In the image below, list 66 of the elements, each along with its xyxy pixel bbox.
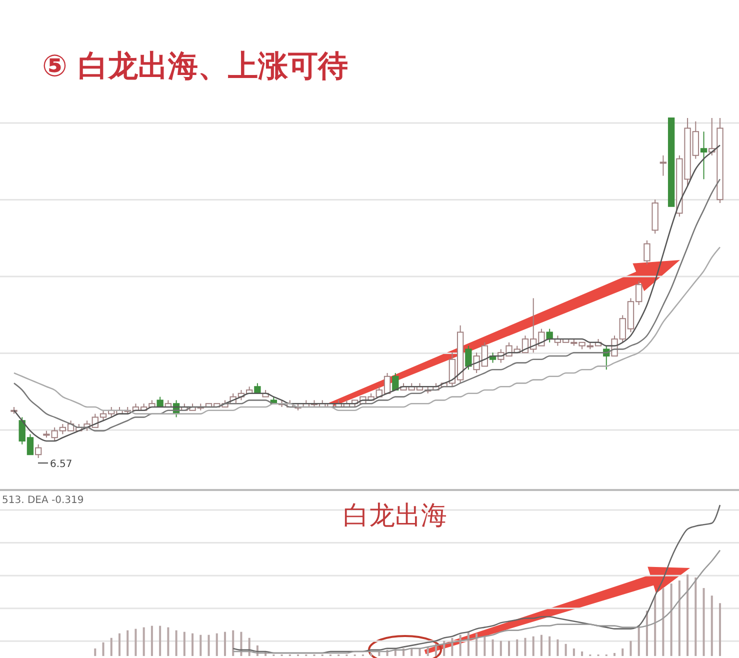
bar [418, 648, 421, 656]
chart-title: ⑤ 白龙出海、上涨可待 [42, 49, 348, 84]
candlestick [35, 444, 42, 458]
bar [102, 642, 104, 656]
bar [564, 644, 567, 656]
bar [200, 634, 202, 656]
candlestick [660, 154, 667, 176]
annotation: 513. DEA -0.319 [2, 495, 84, 506]
bar [500, 640, 502, 656]
bar [126, 630, 129, 656]
bar [662, 588, 664, 656]
bar [224, 632, 226, 656]
bar [622, 648, 624, 656]
bar [540, 634, 542, 656]
bar [443, 640, 446, 656]
bar [134, 628, 137, 656]
bar [638, 626, 640, 656]
bar [150, 626, 153, 656]
candlestick [644, 240, 650, 265]
bar [240, 632, 242, 656]
candlestick [700, 131, 708, 180]
candlestick [546, 328, 553, 343]
bar [159, 626, 162, 656]
bar [370, 652, 372, 656]
bar [670, 584, 672, 656]
bar [581, 651, 584, 656]
bar [426, 646, 429, 656]
bar [142, 627, 145, 656]
bar [484, 636, 486, 656]
bar [410, 648, 413, 656]
bar [532, 636, 534, 656]
bar [183, 632, 186, 656]
bar [548, 636, 551, 656]
bar [175, 630, 178, 656]
bar [646, 610, 648, 656]
bar [702, 588, 705, 656]
bar [686, 574, 689, 656]
bar [572, 648, 575, 656]
bar [524, 638, 526, 656]
bar [694, 577, 697, 656]
bar [556, 639, 559, 656]
bar [492, 639, 494, 656]
bar [678, 580, 680, 656]
bar [459, 634, 462, 656]
bar [94, 648, 96, 656]
bar [192, 633, 194, 656]
bar [208, 634, 210, 656]
bar [630, 640, 632, 656]
bar [516, 639, 518, 656]
bar [710, 596, 713, 656]
bar [167, 627, 170, 656]
bar [451, 638, 454, 656]
bar [614, 652, 616, 656]
bar [719, 603, 721, 656]
annotation: 白龙出海 [343, 501, 447, 531]
bar [467, 632, 470, 656]
candlestick [392, 372, 399, 390]
text: 6.57 [50, 459, 72, 470]
bar [654, 596, 656, 656]
bar [508, 640, 510, 656]
bar [232, 630, 234, 656]
bar [110, 638, 112, 656]
bar [216, 633, 218, 656]
candlestick [465, 345, 472, 370]
bar [476, 633, 478, 656]
bar [118, 633, 120, 656]
